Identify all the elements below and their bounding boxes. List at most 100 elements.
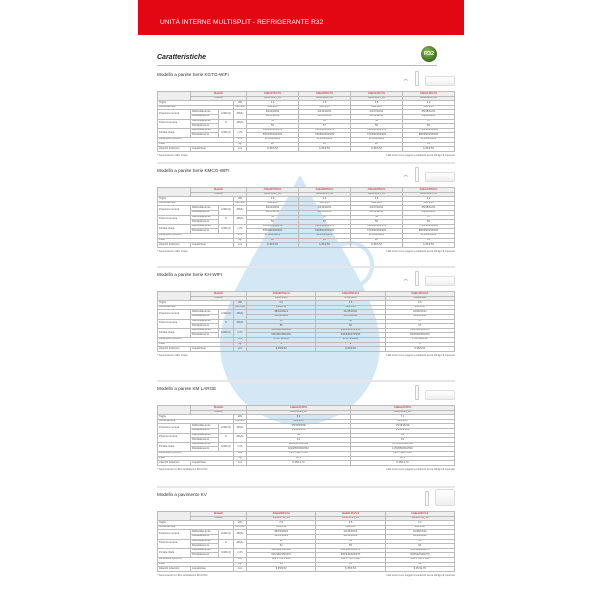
footnote: * Telecomando e WiFi inclusi <box>157 153 188 157</box>
row-label: Pressione sonora <box>157 423 191 434</box>
row-unit-mode: H/M/L/Q <box>218 205 234 216</box>
footnotes: * Telecomando e WiFi inclusi I dati tecni… <box>157 354 455 357</box>
section-heading: Caratteristiche <box>157 54 207 61</box>
blank-cell <box>157 90 191 102</box>
row-unit-mode: H/M/L/Q <box>218 109 234 120</box>
spec-section: Modello a parete Serie KH-WIFI ⌔ Modello AS… <box>157 266 456 357</box>
row-unit-mode: H/M/L/Q <box>218 423 234 434</box>
row-label: Potenza sonora <box>157 118 191 129</box>
wifi-icon: ⌔ <box>402 175 409 182</box>
header-banner: UNITÀ INTERNE MULTISPLIT - REFRIGERANTE … <box>138 0 464 35</box>
value-cell: 6,35/9,52 <box>246 242 299 248</box>
row-unit: dB(A) <box>233 423 247 434</box>
row-unit: dB(A) <box>233 538 247 549</box>
row-label: Potenza sonora <box>157 538 191 549</box>
remote-icon <box>415 71 419 86</box>
value-cell: 6,35/12,70 <box>246 460 351 466</box>
row-label: Portata d'aria <box>157 223 191 234</box>
row-label: Potenza sonora <box>157 214 191 225</box>
footnotes: * Telecomando con filtro antibatterico I… <box>157 574 455 577</box>
row-sublabel: Liquido/Gas <box>190 566 234 572</box>
blank-cell <box>157 404 191 416</box>
disclaimer: I dati tecnici sono soggetti a variazion… <box>385 353 455 357</box>
row-unit: dB(A) <box>233 214 247 225</box>
blank-cell <box>157 290 191 302</box>
floor-unit-icon <box>435 489 455 506</box>
value-cell: 6,35/9,52 <box>350 146 403 152</box>
row-label: Portata d'aria <box>157 127 191 138</box>
row-unit: m³/h <box>233 327 247 338</box>
row-label: Pressione sonora <box>157 309 191 320</box>
table-row: Attacchi tubazioni Liquido/Gas mm 6,35/9,52… <box>157 242 455 248</box>
footnote: * Telecomando e WiFi inclusi <box>157 249 188 253</box>
table-row: Attacchi tubazioni Liquido/Gas mm 6,35/9,52… <box>157 346 456 352</box>
row-unit: m³/h <box>233 223 247 234</box>
divider <box>157 266 455 268</box>
footnote: * Telecomando con filtro antibatterico I… <box>157 573 208 577</box>
spec-section: Modello a parete Serie KMCG-WIFI ⌔ Modello… <box>157 162 455 253</box>
remote-icon <box>425 491 429 506</box>
header-row: Codice 3NGF8800 3NGF8810 3NGF8830 <box>158 295 456 302</box>
row-unit: dB(A) <box>233 529 247 540</box>
value-cell: 6,35/9,52 <box>246 146 299 152</box>
row-unit: mm <box>233 566 247 572</box>
row-unit-mode: H/M/L/Q <box>218 127 234 138</box>
row-unit-mode: H/M/L/Q <box>218 441 234 452</box>
value-cell: 6,35/9,52 <box>298 242 351 248</box>
row-unit-mode: H/M/L/Q <box>218 309 234 320</box>
row-unit: mm <box>233 242 247 248</box>
row-unit-mode: H/M/L/Q <box>218 547 234 558</box>
spec-section: Modello a parete Serie KGTG-WIFI ⌔ Modello… <box>157 71 455 157</box>
divider <box>157 65 437 66</box>
product-icons <box>425 488 455 506</box>
value-cell: 6,35/9,52 <box>245 346 317 352</box>
product-icons: ⌔ <box>402 268 455 286</box>
value-cell: 6,35/9,52 <box>384 346 456 352</box>
spec-table: Modello ASEH07KGTG ASEH09KGTG ASEH12KGTG ASE… <box>157 90 455 152</box>
section-title: Modello a parete KM LARGE <box>157 386 217 391</box>
header-row: Modello ASEH07KGTG ASEH09KGTG ASEH12KGTG ASE… <box>157 90 455 102</box>
row-unit: dB(A) <box>233 432 247 443</box>
table-row: Portata d'aria Raffreddamento H/M/L/Q m³/h 5… <box>157 223 455 234</box>
row-unit-mode: H <box>218 318 234 329</box>
row-sublabel: Liquido/Gas <box>190 146 234 152</box>
table-row: Attacchi tubazioni Liquido/Gas mm 6,35/9,52… <box>157 566 456 572</box>
table-row: Portata d'aria Raffreddamento H/M/L/Q m³/h 5… <box>157 127 455 138</box>
remote-icon <box>415 167 419 182</box>
row-label: Attacchi tubazioni <box>157 346 191 352</box>
value-cell: 6,35/9,52 <box>298 146 351 152</box>
section-title: Modello a parete Serie KGTG-WIFI <box>157 72 229 77</box>
spec-table: Modello AGEH09KVCA AGEH12KVCA AGEH14KVCA Cod… <box>157 510 456 572</box>
row-unit: mm <box>233 460 247 466</box>
row-unit: dB(A) <box>233 118 247 129</box>
page-title: UNITÀ INTERNE MULTISPLIT - REFRIGERANTE … <box>160 19 324 26</box>
wifi-icon: ⌔ <box>402 279 409 286</box>
section-title: Modello a pavimento KV <box>157 492 207 497</box>
table-row: Peso kg 14 14 14 <box>157 561 456 568</box>
wall-unit-icon <box>425 390 455 400</box>
spec-table: Modello ASEH07KMCG ASEH09KMCG ASEH12KMCG ASE… <box>157 186 455 248</box>
value-cell: 6,35/9,52 <box>402 242 455 248</box>
divider <box>157 162 455 164</box>
header-row: Codice 3NGF8790_10 3NGF8795_10 3NGF8795_10 <box>158 515 456 522</box>
row-label: Portata d'aria <box>157 547 191 558</box>
row-label: Portata d'aria <box>157 327 191 338</box>
value-cell: 6,35/9,52 <box>315 566 386 572</box>
divider <box>157 486 455 488</box>
row-unit-mode: H <box>218 432 234 443</box>
row-sublabel: Liquido/Gas <box>190 242 234 248</box>
footnotes: * Telecomando con filtro antibatterico I… <box>157 468 455 471</box>
footnote: * Telecomando e WiFi inclusi <box>157 353 188 357</box>
row-unit-mode: H/M/L/Q <box>218 223 234 234</box>
table-row: Riscaldamento 40/35/31/22 41/35/31/22 42/36… <box>158 210 455 216</box>
row-unit: dB(A) <box>233 109 247 120</box>
row-unit: m³/h <box>233 127 247 138</box>
spec-section: Modello a parete KM LARGE Modello ASEH18KM… <box>157 380 455 471</box>
row-label: Attacchi tubazioni <box>157 146 191 152</box>
header-row: Modello AGEH09KVCA AGEH12KVCA AGEH14KVCA <box>157 510 456 522</box>
row-unit: m³/h <box>233 441 247 452</box>
wifi-icon: ⌔ <box>402 79 409 86</box>
row-sublabel: Liquido/Gas <box>190 460 234 466</box>
row-label: Potenza sonora <box>157 432 191 443</box>
row-label: Pressione sonora <box>157 109 191 120</box>
